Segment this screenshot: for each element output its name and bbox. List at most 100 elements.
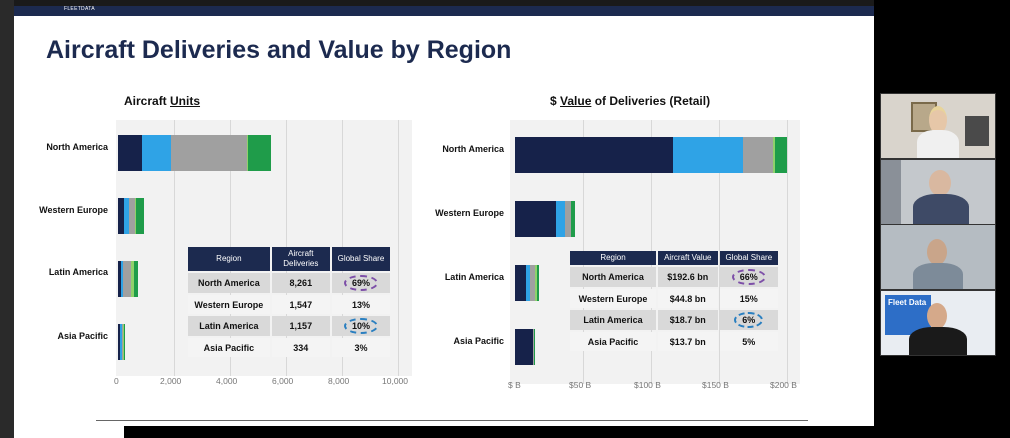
- bar-segment: [515, 201, 556, 237]
- share-cell: 5%: [719, 332, 778, 351]
- bar-segment: [248, 135, 271, 171]
- slide-footer-rule: [96, 420, 808, 421]
- bar-segment: [118, 198, 124, 234]
- share-cell: 15%: [719, 289, 778, 308]
- bar-segment: [136, 198, 145, 234]
- value-summary-table: Region Aircraft Value Global Share North…: [568, 249, 780, 353]
- table-row: North America $192.6 bn 66%: [570, 267, 778, 287]
- value-row-label: North America: [442, 144, 504, 154]
- region-cell: Western Europe: [188, 295, 270, 314]
- region-cell: North America: [570, 267, 656, 287]
- person-head: [929, 106, 947, 134]
- share-cell: 66%: [719, 267, 778, 287]
- region-cell: Latin America: [188, 316, 270, 336]
- slide-title: Aircraft Deliveries and Value by Region: [46, 36, 512, 64]
- person-head: [927, 239, 947, 265]
- value-cell: 1,547: [271, 295, 330, 314]
- share-highlight: 6%: [734, 312, 764, 328]
- person-body: [909, 327, 967, 355]
- region-cell: Western Europe: [570, 289, 656, 308]
- units-row-label: North America: [46, 142, 108, 152]
- bar-segment: [128, 198, 136, 234]
- person-body: [913, 263, 963, 289]
- table-header: Global Share: [331, 247, 390, 271]
- units-bars: [118, 120, 399, 376]
- value-cell: $44.8 bn: [657, 289, 718, 308]
- bar-segment: [570, 201, 572, 237]
- caption-bar: [124, 426, 874, 438]
- slide-header-band: [14, 6, 874, 16]
- bar-segment: [532, 329, 534, 365]
- share-cell: 3%: [331, 338, 390, 357]
- bar-segment: [120, 324, 122, 360]
- share-cell: 13%: [331, 295, 390, 314]
- units-tick: 4,000: [216, 376, 238, 386]
- participant-tile[interactable]: [880, 159, 996, 225]
- bar-segment: [571, 201, 575, 237]
- value-tick: $50 B: [569, 380, 592, 390]
- table-header: Global Share: [719, 251, 778, 265]
- bar-segment: [171, 135, 247, 171]
- participant-tile[interactable]: [880, 224, 996, 290]
- units-tick: 10,000: [382, 376, 408, 386]
- bar-segment: [118, 324, 121, 360]
- value-row-label: Western Europe: [435, 208, 504, 218]
- value-row-label: Asia Pacific: [453, 336, 504, 346]
- table-header: Region: [188, 247, 270, 271]
- person-head: [929, 170, 951, 196]
- bar-segment: [118, 135, 142, 171]
- share-highlight: 69%: [343, 275, 378, 291]
- bar-segment: [123, 324, 125, 360]
- table-row: Latin America $18.7 bn 6%: [570, 310, 778, 330]
- units-summary-table: Region Aircraft Deliveries Global Share …: [186, 245, 392, 359]
- bar-segment: [743, 137, 774, 173]
- bar-segment: [533, 329, 535, 365]
- bar-segment: [141, 135, 172, 171]
- share-cell: 6%: [719, 310, 778, 330]
- bar-segment: [246, 135, 249, 171]
- bar-segment: [565, 201, 571, 237]
- bar-segment: [536, 265, 540, 301]
- value-row-label: Latin America: [444, 272, 504, 282]
- bar-segment: [773, 137, 775, 173]
- person-head: [927, 303, 947, 329]
- share-cell: 10%: [331, 316, 390, 336]
- table-row: North America 8,261 69%: [188, 273, 390, 293]
- gridline: [174, 120, 175, 376]
- units-row-label: Latin America: [48, 267, 108, 277]
- value-tick: $200 B: [770, 380, 797, 390]
- value-tick: $150 B: [702, 380, 729, 390]
- value-cell: $18.7 bn: [657, 310, 718, 330]
- table-row: Western Europe 1,547 13%: [188, 295, 390, 314]
- units-tick: 8,000: [328, 376, 350, 386]
- units-row-label: Western Europe: [39, 205, 108, 215]
- bar-segment: [535, 265, 537, 301]
- value-tick: $100 B: [634, 380, 661, 390]
- participant-tile[interactable]: [880, 93, 996, 159]
- region-cell: Latin America: [570, 310, 656, 330]
- bar-segment: [120, 261, 123, 297]
- value-cell: $192.6 bn: [657, 267, 718, 287]
- bar-segment: [123, 324, 125, 360]
- bar-segment: [135, 198, 137, 234]
- units-tick: 2,000: [160, 376, 182, 386]
- table-row: Latin America 1,157 10%: [188, 316, 390, 336]
- value-cell: $13.7 bn: [657, 332, 718, 351]
- person-body: [913, 194, 969, 224]
- units-tick: 6,000: [272, 376, 294, 386]
- bar-segment: [534, 329, 536, 365]
- gridline: [787, 120, 788, 384]
- value-cell: 334: [271, 338, 330, 357]
- background-object: [965, 116, 989, 146]
- bar-segment: [515, 329, 533, 365]
- participant-tile[interactable]: Fleet Data: [880, 290, 996, 356]
- units-chart-title: Aircraft Units: [124, 94, 201, 108]
- table-row: Asia Pacific $13.7 bn 5%: [570, 332, 778, 351]
- table-header: Aircraft Deliveries: [271, 247, 330, 271]
- bar-segment: [672, 137, 744, 173]
- bar-segment: [131, 261, 134, 297]
- bar-segment: [121, 324, 124, 360]
- value-cell: 8,261: [271, 273, 330, 293]
- gridline: [398, 120, 399, 376]
- background-wall: [881, 160, 901, 224]
